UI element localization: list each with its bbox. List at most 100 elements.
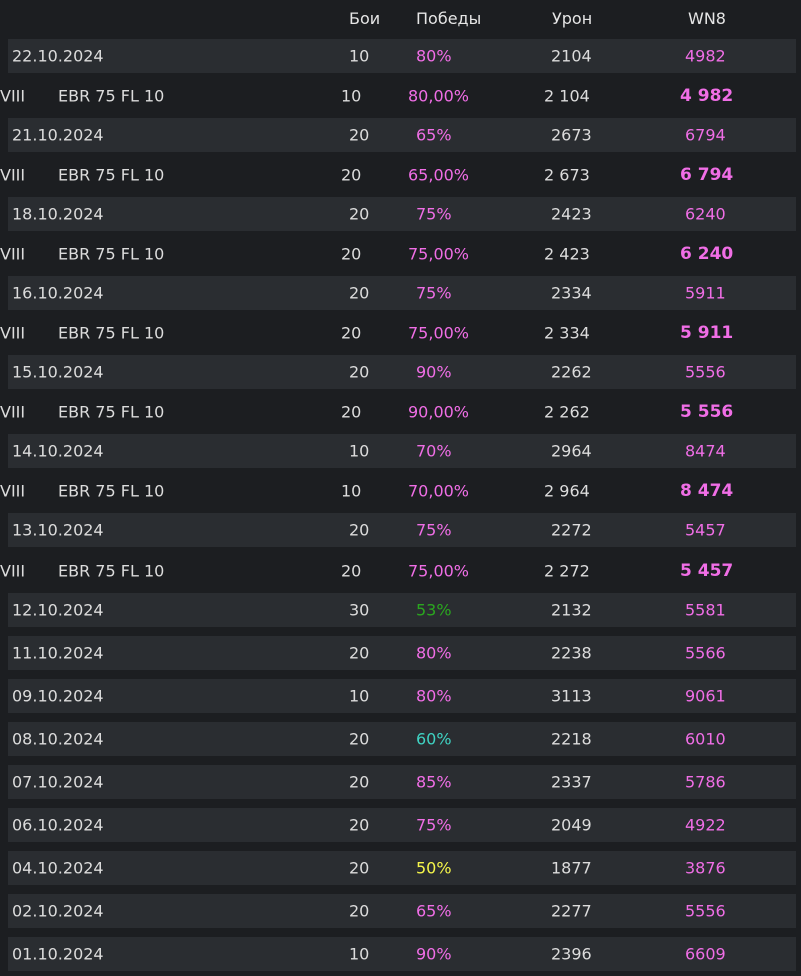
battles-cell: 10 bbox=[341, 86, 362, 106]
tank-name-cell: EBR 75 FL 10 bbox=[58, 561, 165, 581]
winrate-cell: 65,00% bbox=[408, 165, 470, 185]
date-cell: 08.10.2024 bbox=[12, 729, 104, 749]
winrate-cell: 60% bbox=[416, 729, 452, 749]
battles-cell: 10 bbox=[341, 481, 362, 501]
battles-cell: 20 bbox=[349, 520, 370, 540]
date-cell: 09.10.2024 bbox=[12, 686, 104, 706]
date-cell: 04.10.2024 bbox=[12, 858, 104, 878]
damage-cell: 3113 bbox=[551, 686, 592, 706]
date-row[interactable]: 14.10.2024 10 70% 2964 8474 bbox=[8, 434, 796, 468]
date-row[interactable]: 22.10.2024 10 80% 2104 4982 bbox=[8, 39, 796, 73]
date-row[interactable]: 01.10.2024 10 90% 2396 6609 bbox=[8, 937, 796, 971]
damage-cell: 2 334 bbox=[544, 323, 590, 343]
tank-row: VIII EBR 75 FL 10 20 75,00% 2 334 5 911 bbox=[0, 315, 796, 351]
tank-row: VIII EBR 75 FL 10 20 65,00% 2 673 6 794 bbox=[0, 157, 796, 193]
battles-cell: 20 bbox=[349, 125, 370, 145]
wn8-cell: 5581 bbox=[685, 600, 726, 620]
damage-cell: 2 964 bbox=[544, 481, 590, 501]
damage-cell: 2104 bbox=[551, 46, 592, 66]
winrate-cell: 75% bbox=[416, 520, 452, 540]
tier-cell: VIII bbox=[0, 481, 26, 501]
battles-cell: 20 bbox=[341, 323, 362, 343]
wn8-cell: 5457 bbox=[685, 520, 726, 540]
winrate-cell: 70% bbox=[416, 441, 452, 461]
damage-cell: 1877 bbox=[551, 858, 592, 878]
tank-row: VIII EBR 75 FL 10 20 75,00% 2 423 6 240 bbox=[0, 236, 796, 272]
wn8-cell: 9061 bbox=[685, 686, 726, 706]
winrate-cell: 80,00% bbox=[408, 86, 470, 106]
date-row[interactable]: 07.10.2024 20 85% 2337 5786 bbox=[8, 765, 796, 799]
tier-cell: VIII bbox=[0, 86, 26, 106]
damage-cell: 2423 bbox=[551, 204, 592, 224]
tank-row: VIII EBR 75 FL 10 10 80,00% 2 104 4 982 bbox=[0, 78, 796, 114]
winrate-cell: 75,00% bbox=[408, 561, 470, 581]
date-row[interactable]: 08.10.2024 20 60% 2218 6010 bbox=[8, 722, 796, 756]
winrate-cell: 75,00% bbox=[408, 244, 470, 264]
wn8-cell: 4 982 bbox=[680, 86, 734, 106]
wn8-cell: 3876 bbox=[685, 858, 726, 878]
date-row[interactable]: 21.10.2024 20 65% 2673 6794 bbox=[8, 118, 796, 152]
header-wins: Победы bbox=[416, 9, 482, 28]
damage-cell: 2 104 bbox=[544, 86, 590, 106]
damage-cell: 2964 bbox=[551, 441, 592, 461]
winrate-cell: 85% bbox=[416, 772, 452, 792]
winrate-cell: 75% bbox=[416, 815, 452, 835]
battles-cell: 10 bbox=[349, 686, 370, 706]
wn8-cell: 5556 bbox=[685, 901, 726, 921]
date-row[interactable]: 11.10.2024 20 80% 2238 5566 bbox=[8, 636, 796, 670]
date-row[interactable]: 13.10.2024 20 75% 2272 5457 bbox=[8, 513, 796, 547]
battles-cell: 20 bbox=[341, 402, 362, 422]
date-cell: 06.10.2024 bbox=[12, 815, 104, 835]
date-cell: 14.10.2024 bbox=[12, 441, 104, 461]
date-row[interactable]: 02.10.2024 20 65% 2277 5556 bbox=[8, 894, 796, 928]
tier-cell: VIII bbox=[0, 561, 26, 581]
wn8-cell: 6609 bbox=[685, 944, 726, 964]
wn8-cell: 8474 bbox=[685, 441, 726, 461]
battles-cell: 10 bbox=[349, 441, 370, 461]
date-row[interactable]: 12.10.2024 30 53% 2132 5581 bbox=[8, 593, 796, 627]
wn8-cell: 5911 bbox=[685, 283, 726, 303]
damage-cell: 2 423 bbox=[544, 244, 590, 264]
winrate-cell: 70,00% bbox=[408, 481, 470, 501]
wn8-cell: 4922 bbox=[685, 815, 726, 835]
wn8-cell: 6240 bbox=[685, 204, 726, 224]
table-header: Бои Победы Урон WN8 bbox=[0, 0, 801, 38]
wn8-cell: 6010 bbox=[685, 729, 726, 749]
header-wn8: WN8 bbox=[688, 9, 726, 28]
wn8-cell: 5 457 bbox=[680, 561, 734, 581]
battles-cell: 20 bbox=[349, 362, 370, 382]
date-cell: 16.10.2024 bbox=[12, 283, 104, 303]
date-row[interactable]: 06.10.2024 20 75% 2049 4922 bbox=[8, 808, 796, 842]
wn8-cell: 6 794 bbox=[680, 165, 734, 185]
header-damage: Урон bbox=[552, 9, 593, 28]
damage-cell: 2238 bbox=[551, 643, 592, 663]
date-row[interactable]: 04.10.2024 20 50% 1877 3876 bbox=[8, 851, 796, 885]
battles-cell: 20 bbox=[349, 772, 370, 792]
winrate-cell: 65% bbox=[416, 901, 452, 921]
winrate-cell: 90% bbox=[416, 944, 452, 964]
damage-cell: 2277 bbox=[551, 901, 592, 921]
date-row[interactable]: 15.10.2024 20 90% 2262 5556 bbox=[8, 355, 796, 389]
tier-cell: VIII bbox=[0, 244, 26, 264]
date-cell: 11.10.2024 bbox=[12, 643, 104, 663]
damage-cell: 2334 bbox=[551, 283, 592, 303]
winrate-cell: 90% bbox=[416, 362, 452, 382]
date-row[interactable]: 09.10.2024 10 80% 3113 9061 bbox=[8, 679, 796, 713]
battles-cell: 20 bbox=[349, 729, 370, 749]
tank-row: VIII EBR 75 FL 10 20 90,00% 2 262 5 556 bbox=[0, 394, 796, 430]
battles-cell: 20 bbox=[341, 244, 362, 264]
battles-cell: 20 bbox=[349, 815, 370, 835]
damage-cell: 2337 bbox=[551, 772, 592, 792]
battles-cell: 10 bbox=[349, 46, 370, 66]
date-row[interactable]: 16.10.2024 20 75% 2334 5911 bbox=[8, 276, 796, 310]
damage-cell: 2132 bbox=[551, 600, 592, 620]
wn8-cell: 4982 bbox=[685, 46, 726, 66]
damage-cell: 2272 bbox=[551, 520, 592, 540]
date-cell: 01.10.2024 bbox=[12, 944, 104, 964]
tank-name-cell: EBR 75 FL 10 bbox=[58, 165, 165, 185]
wn8-cell: 5556 bbox=[685, 362, 726, 382]
tank-name-cell: EBR 75 FL 10 bbox=[58, 86, 165, 106]
date-row[interactable]: 18.10.2024 20 75% 2423 6240 bbox=[8, 197, 796, 231]
winrate-cell: 75,00% bbox=[408, 323, 470, 343]
